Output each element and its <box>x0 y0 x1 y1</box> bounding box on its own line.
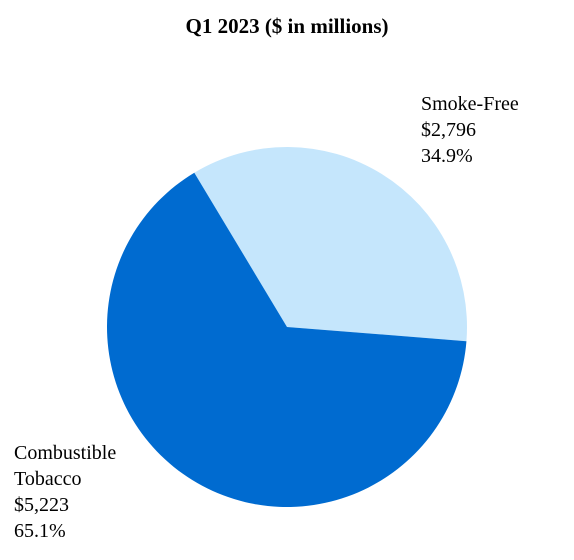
slice-name-line: Smoke-Free <box>421 93 519 115</box>
chart-title: Q1 2023 ($ in millions) <box>185 14 389 38</box>
slice-label-combustible-tobacco: Combustible Tobacco $5,223 65.1% <box>14 440 116 544</box>
slice-name-line: Tobacco <box>14 468 82 490</box>
slice-percent-label: 65.1% <box>14 520 66 542</box>
slice-value-label: $5,223 <box>14 494 69 516</box>
slice-label-smoke-free: Smoke-Free $2,796 34.9% <box>421 91 519 169</box>
slice-name-line: Combustible <box>14 442 117 464</box>
pie-slice-smoke-free <box>194 146 468 342</box>
slice-percent-label: 34.9% <box>421 145 473 167</box>
slice-value-label: $2,796 <box>421 119 476 141</box>
pie-slice-combustible-tobacco <box>107 172 467 507</box>
